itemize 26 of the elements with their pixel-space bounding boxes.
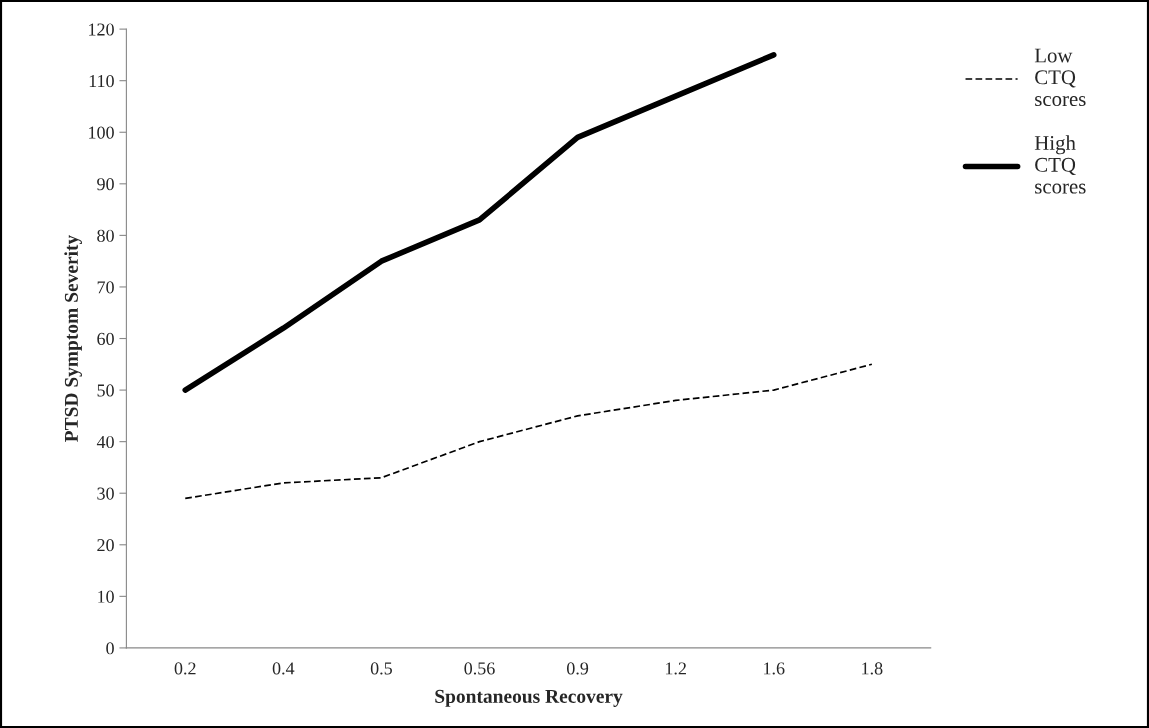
y-tick-label: 90 <box>97 178 114 191</box>
x-tick-label: 0.2 <box>174 662 196 675</box>
x-tick-label: 0.5 <box>370 662 392 675</box>
legend-label: High CTQ scores <box>1034 135 1086 194</box>
y-tick-label: 70 <box>97 281 114 294</box>
y-tick-label: 110 <box>89 74 114 88</box>
x-tick-label: 1.6 <box>764 662 785 675</box>
y-tick-label: 20 <box>97 539 114 552</box>
y-tick-label: 80 <box>97 229 114 242</box>
x-tick-label: 0.4 <box>272 662 295 675</box>
x-tick-label: 0.9 <box>566 662 589 675</box>
y-tick-label: 50 <box>97 384 114 397</box>
y-axis-title: PTSD Symptom Severity <box>64 235 82 442</box>
x-axis-title: Spontaneous Recovery <box>435 689 623 707</box>
y-tick-label: 0 <box>106 642 114 655</box>
legend-label: Low CTQ scores <box>1034 48 1086 107</box>
line-series <box>184 363 873 500</box>
y-tick-label: 40 <box>96 435 114 449</box>
y-tick-label: 10 <box>98 590 114 603</box>
y-tick-label: 100 <box>89 126 114 139</box>
x-tick-label: 1.8 <box>862 662 883 675</box>
y-tick-label: 120 <box>89 23 114 36</box>
y-tick-label: 30 <box>97 487 114 500</box>
y-tick-label: 60 <box>97 332 114 345</box>
x-tick-label: 1.2 <box>665 662 686 675</box>
x-tick-label: 0.56 <box>464 662 495 675</box>
